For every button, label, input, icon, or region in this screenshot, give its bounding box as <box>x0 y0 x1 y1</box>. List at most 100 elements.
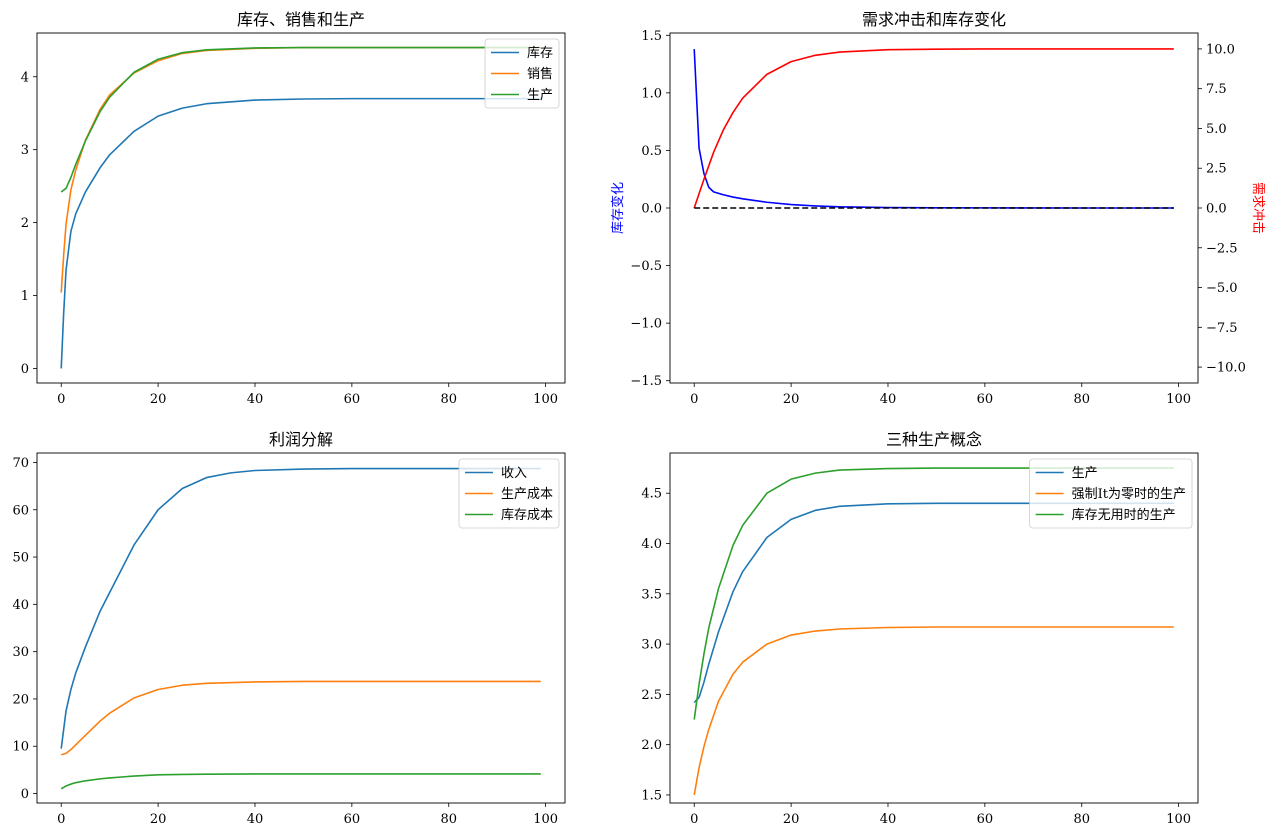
y-tick-label: 60 <box>12 503 29 518</box>
x-tick-label: 100 <box>1166 812 1191 827</box>
y-tick-label: −1.5 <box>630 374 662 389</box>
x-tick-label: 0 <box>690 812 698 827</box>
series-line-1 <box>693 502 1174 703</box>
y-tick-label: 0.5 <box>641 144 662 159</box>
y-tick-label: 0 <box>21 787 29 802</box>
x-tick-label: 80 <box>1073 812 1090 827</box>
x-tick-label: 0 <box>690 392 698 407</box>
x-tick-label: 40 <box>880 812 897 827</box>
x-tick-label: 60 <box>344 392 361 407</box>
chart-title: 需求冲击和库存变化 <box>862 10 1006 29</box>
series-line-1 <box>60 97 541 369</box>
series-line-3 <box>60 773 541 790</box>
y-axis-label: 库存变化 <box>610 182 626 234</box>
legend-label: 收入 <box>501 466 527 481</box>
y-right-tick-label: 2.5 <box>1206 162 1227 177</box>
x-tick-label: 40 <box>247 812 264 827</box>
x-tick-label: 80 <box>1073 392 1090 407</box>
y-tick-label: 3.5 <box>641 587 662 602</box>
y-tick-label: 30 <box>12 645 29 660</box>
y-tick-label: 3.0 <box>641 638 662 653</box>
legend-label: 库存 <box>527 45 553 61</box>
series-line-1 <box>60 467 541 749</box>
legend-box <box>458 458 560 529</box>
x-tick-label: 60 <box>344 812 361 827</box>
legend-label: 生产成本 <box>501 487 553 502</box>
legend-label: 库存成本 <box>501 507 553 523</box>
chart-title: 三种生产概念 <box>886 430 982 449</box>
subplot-4: 三种生产概念 0 20 40 60 80 100 1.5 2.0 2.5 3.0 3.5 4.0 4.5 生… <box>641 430 1199 827</box>
series-line-2 <box>693 626 1174 796</box>
legend-label: 强制It为零时的生产 <box>1072 486 1186 502</box>
x-tick-label: 0 <box>57 392 65 407</box>
series-line-2 <box>60 680 541 756</box>
x-tick-label: 60 <box>977 812 994 827</box>
y-right-tick-label: 0.0 <box>1206 202 1227 217</box>
legend-label: 生产 <box>1072 466 1098 481</box>
y-right-tick-label: 10.0 <box>1206 42 1235 57</box>
legend-box <box>484 38 560 109</box>
y-right-tick-label: −10.0 <box>1206 361 1246 376</box>
y-tick-label: 70 <box>12 456 29 471</box>
series-line-2 <box>60 46 541 293</box>
y-tick-label: 20 <box>12 692 29 707</box>
y-tick-label: 4.0 <box>641 537 662 552</box>
y-tick-label: 1 <box>21 289 29 304</box>
x-tick-label: 0 <box>57 812 65 827</box>
y-tick-label: 0.0 <box>641 202 662 217</box>
x-tick-label: 20 <box>783 392 800 407</box>
x-tick-label: 20 <box>783 812 800 827</box>
y-tick-label: 50 <box>12 551 29 566</box>
x-tick-label: 100 <box>1166 392 1191 407</box>
legend-label: 生产 <box>527 88 553 103</box>
y-right-tick-label: −2.5 <box>1206 241 1238 256</box>
series-line-2 <box>693 48 1174 209</box>
y-right-tick-label: −5.0 <box>1206 281 1238 296</box>
y-tick-label: 40 <box>12 598 29 613</box>
y-tick-label: 0 <box>21 362 29 377</box>
y-tick-label: −0.5 <box>630 259 662 274</box>
x-tick-label: 80 <box>440 392 457 407</box>
x-tick-label: 20 <box>150 392 167 407</box>
x-tick-label: 20 <box>150 812 167 827</box>
y-right-tick-label: 5.0 <box>1206 122 1227 137</box>
chart-title: 库存、销售和生产 <box>237 10 365 29</box>
y-right-axis-label: 需求冲击 <box>1250 182 1265 234</box>
legend-box <box>1029 458 1193 529</box>
subplot-3: 利润分解 0 20 40 60 80 100 0 10 20 30 40 50 60 70 收入生产成本库存成… <box>12 430 566 827</box>
y-tick-label: 4.5 <box>641 487 662 502</box>
y-tick-label: 2.5 <box>641 688 662 703</box>
y-right-tick-label: −7.5 <box>1206 321 1238 336</box>
y-tick-label: −1.0 <box>630 317 662 332</box>
legend-label: 销售 <box>527 66 553 82</box>
y-right-tick-label: 7.5 <box>1206 82 1227 97</box>
axes-frame <box>669 452 1199 804</box>
legend-label: 库存无用时的生产 <box>1072 507 1176 523</box>
x-tick-label: 40 <box>880 392 897 407</box>
axes-frame <box>36 452 566 804</box>
x-tick-label: 80 <box>440 812 457 827</box>
y-tick-label: 3 <box>21 143 29 158</box>
axes-frame <box>36 32 566 384</box>
series-line-3 <box>693 467 1174 720</box>
x-tick-label: 100 <box>533 812 558 827</box>
series-line-3 <box>60 46 541 193</box>
y-tick-label: 1.5 <box>641 788 662 803</box>
axes-frame <box>669 32 1199 384</box>
y-tick-label: 10 <box>12 740 29 755</box>
y-tick-label: 4 <box>21 70 29 85</box>
x-tick-label: 40 <box>247 392 264 407</box>
y-tick-label: 2.0 <box>641 738 662 753</box>
subplot-2: 需求冲击和库存变化 0 20 40 60 80 100 −1.5 −1.0 −0.5 0.0 0.5 1… <box>610 10 1265 407</box>
x-tick-label: 100 <box>533 392 558 407</box>
y-tick-label: 1.5 <box>641 29 662 44</box>
chart-title: 利润分解 <box>269 430 333 449</box>
series-line-1 <box>693 49 1174 209</box>
y-tick-label: 2 <box>21 216 29 231</box>
x-tick-label: 60 <box>977 392 994 407</box>
